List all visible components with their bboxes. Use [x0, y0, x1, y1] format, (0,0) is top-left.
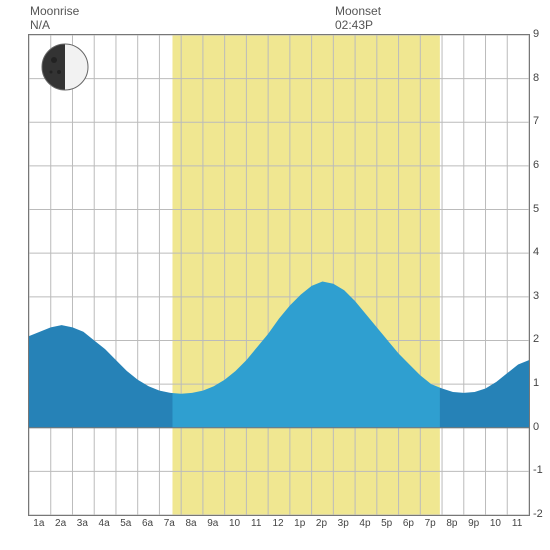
- x-tick-label: 5a: [120, 518, 131, 529]
- y-tick-label: 4: [533, 246, 539, 258]
- y-tick-label: 7: [533, 115, 539, 127]
- y-tick-label: 8: [533, 72, 539, 84]
- y-tick-label: 1: [533, 377, 539, 389]
- chart-area: [28, 34, 530, 516]
- y-tick-label: -2: [533, 508, 543, 520]
- x-tick-label: 11: [512, 518, 522, 529]
- y-tick-label: 6: [533, 159, 539, 171]
- y-tick-label: -1: [533, 464, 543, 476]
- x-tick-label: 2p: [316, 518, 327, 529]
- y-tick-label: 9: [533, 28, 539, 40]
- y-axis-ticks: -2-10123456789: [533, 34, 549, 514]
- y-tick-label: 2: [533, 333, 539, 345]
- x-tick-label: 6p: [403, 518, 414, 529]
- x-tick-label: 5p: [381, 518, 392, 529]
- x-tick-label: 10: [490, 518, 501, 529]
- x-tick-label: 7a: [164, 518, 175, 529]
- x-tick-label: 3a: [77, 518, 88, 529]
- moonset-value: 02:43P: [335, 18, 373, 32]
- y-tick-label: 3: [533, 290, 539, 302]
- moon-phase-icon: [40, 42, 90, 92]
- x-tick-label: 7p: [425, 518, 436, 529]
- moonrise-label: Moonrise: [30, 4, 79, 18]
- x-tick-label: 3p: [338, 518, 349, 529]
- x-tick-label: 8a: [185, 518, 196, 529]
- y-tick-label: 0: [533, 421, 539, 433]
- moonset-label: Moonset: [335, 4, 381, 18]
- x-tick-label: 8p: [446, 518, 457, 529]
- moonrise-value: N/A: [30, 18, 50, 32]
- x-tick-label: 1a: [33, 518, 44, 529]
- x-tick-label: 2a: [55, 518, 66, 529]
- y-tick-label: 5: [533, 203, 539, 215]
- chart-svg: [29, 35, 529, 515]
- tide-chart-panel: Moonrise N/A Moonset 02:43P -2-101234567…: [0, 0, 550, 550]
- x-tick-label: 12: [272, 518, 283, 529]
- x-tick-label: 9p: [468, 518, 479, 529]
- x-tick-label: 9a: [207, 518, 218, 529]
- x-tick-label: 1p: [294, 518, 305, 529]
- x-tick-label: 4p: [359, 518, 370, 529]
- x-tick-label: 10: [229, 518, 240, 529]
- x-tick-label: 11: [251, 518, 261, 529]
- x-axis-ticks: 1a 2a 3a 4a 5a 6a 7a 8a 9a 10 11 12 1p 2p 3p 4p 5p 6p 7p 8p…: [28, 518, 528, 536]
- x-tick-label: 6a: [142, 518, 153, 529]
- x-tick-label: 4a: [99, 518, 110, 529]
